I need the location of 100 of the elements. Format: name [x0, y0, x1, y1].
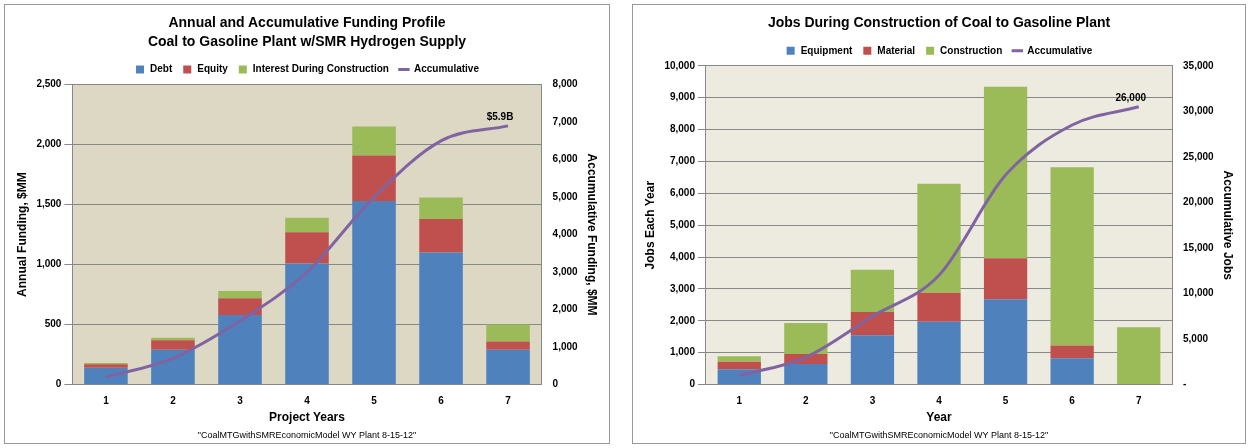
y-tick-label: 10,000: [664, 59, 696, 71]
bar: [285, 217, 329, 233]
y2-tick-label: 6,000: [552, 153, 579, 165]
y-tick-label: 4,000: [669, 250, 696, 262]
y2-tick-label: 7,000: [552, 115, 579, 127]
y-axis-title: Jobs Each Year: [642, 180, 657, 270]
y2-tick-label: 4,000: [552, 228, 579, 240]
bar: [352, 201, 396, 385]
x-tick-label: 7: [1135, 395, 1142, 407]
bar: [486, 341, 530, 350]
x-tick-label: 4: [936, 395, 943, 407]
y-tick-label: 1,000: [669, 346, 696, 358]
x-tick-label: 7: [505, 395, 512, 407]
legend-label: Construction: [940, 44, 1003, 56]
bar: [784, 363, 828, 385]
x-tick-label: 4: [304, 395, 311, 407]
bar: [784, 323, 828, 354]
bar: [717, 356, 761, 362]
y-tick-label: 7,000: [669, 155, 696, 167]
y2-tick-label: 2,000: [552, 303, 579, 315]
bar: [151, 340, 195, 350]
bar: [917, 292, 961, 322]
legend-label: Equipment: [800, 44, 853, 56]
y2-tick-label: 5,000: [1183, 332, 1209, 344]
bar: [1050, 345, 1094, 359]
bar: [151, 349, 195, 385]
x-tick-label: 2: [170, 395, 177, 407]
bar: [285, 232, 329, 264]
bar: [983, 258, 1028, 300]
x-tick-label: 6: [438, 395, 445, 407]
y2-tick-label: 3,000: [552, 265, 579, 277]
chart-title: Annual and Accumulative Funding Profile: [168, 14, 446, 31]
legend-label: Debt: [150, 63, 173, 75]
y-tick-label: 500: [44, 318, 62, 330]
bar: [917, 321, 961, 385]
x-tick-label: 5: [1002, 395, 1009, 407]
y2-tick-label: 1,000: [552, 340, 579, 352]
bar: [419, 252, 463, 385]
y2-tick-label: -: [1183, 378, 1187, 390]
x-tick-label: 2: [803, 395, 810, 407]
line-series: [104, 124, 510, 379]
y-tick-label: 5,000: [669, 218, 696, 230]
x-tick-label: 1: [103, 395, 110, 407]
y-tick-label: 0: [55, 378, 62, 390]
legend-label: Accumulative: [413, 63, 480, 75]
y-tick-label: 2,000: [669, 314, 696, 326]
chart-title: Jobs During Construction of Coal to Gasoline Plant: [767, 14, 1111, 31]
bar: [717, 361, 761, 370]
x-tick-label: 1: [736, 395, 743, 407]
legend-label: Accumulative: [1027, 44, 1093, 56]
bar: [850, 335, 895, 385]
y2-axis-title: Accumulative Jobs: [1221, 170, 1236, 281]
y-tick-label: 1,500: [36, 198, 62, 210]
legend-label: Equity: [197, 63, 229, 75]
line-series: [737, 105, 1141, 377]
bar: [419, 219, 463, 253]
y2-axis-title: Accumulative Funding, $MM: [585, 153, 600, 316]
bar: [352, 155, 396, 201]
y2-tick-label: 30,000: [1183, 105, 1215, 117]
y2-tick-label: 25,000: [1183, 150, 1215, 162]
y-tick-label: 3,000: [669, 282, 696, 294]
annotation: $5.9B: [486, 110, 514, 122]
x-tick-label: 3: [237, 395, 244, 407]
y-tick-label: 8,000: [669, 123, 696, 135]
y-tick-label: 2,000: [36, 138, 62, 150]
y2-tick-label: 35,000: [1183, 59, 1215, 71]
annotation: 26,000: [1115, 91, 1147, 103]
bar: [1050, 167, 1094, 346]
bar: [218, 298, 262, 315]
y-tick-label: 2,500: [36, 78, 62, 90]
y-tick-label: 9,000: [669, 91, 696, 103]
y2-tick-label: 5,000: [552, 190, 579, 202]
bar: [218, 291, 262, 299]
legend-label: Interest During Construction: [252, 63, 389, 75]
text: "CoalMTGwithSMREconomicModel WY Plant 8-15-12": [829, 429, 1049, 440]
y-tick-label: 1,000: [36, 258, 62, 270]
chart-subtitle: Coal to Gasoline Plant w/SMR Hydrogen Supply: [147, 33, 467, 50]
bar: [1050, 358, 1094, 385]
x-tick-label: 6: [1069, 395, 1076, 407]
x-tick-label: 3: [869, 395, 876, 407]
x-axis-title: Year: [926, 410, 953, 425]
bar: [983, 299, 1028, 385]
bar: [1117, 327, 1161, 385]
bar: [850, 269, 895, 312]
bar: [419, 197, 463, 219]
y2-tick-label: 15,000: [1183, 241, 1215, 253]
y2-tick-label: 20,000: [1183, 196, 1215, 208]
y-tick-label: 6,000: [669, 187, 696, 199]
bar: [983, 86, 1028, 259]
y2-tick-label: 8,000: [552, 78, 579, 90]
y-axis-title: Annual Funding, $MM: [14, 172, 29, 297]
y-tick-label: 0: [689, 378, 696, 390]
bar: [486, 324, 530, 342]
x-axis-title: Project Years: [269, 410, 346, 425]
text: "CoalMTGwithSMREconomicModel WY Plant 8-15-12": [197, 429, 417, 440]
y2-tick-label: 10,000: [1183, 287, 1215, 299]
bar: [917, 183, 961, 293]
bar: [218, 315, 262, 385]
bar: [352, 126, 396, 156]
y2-tick-label: 0: [552, 378, 559, 390]
